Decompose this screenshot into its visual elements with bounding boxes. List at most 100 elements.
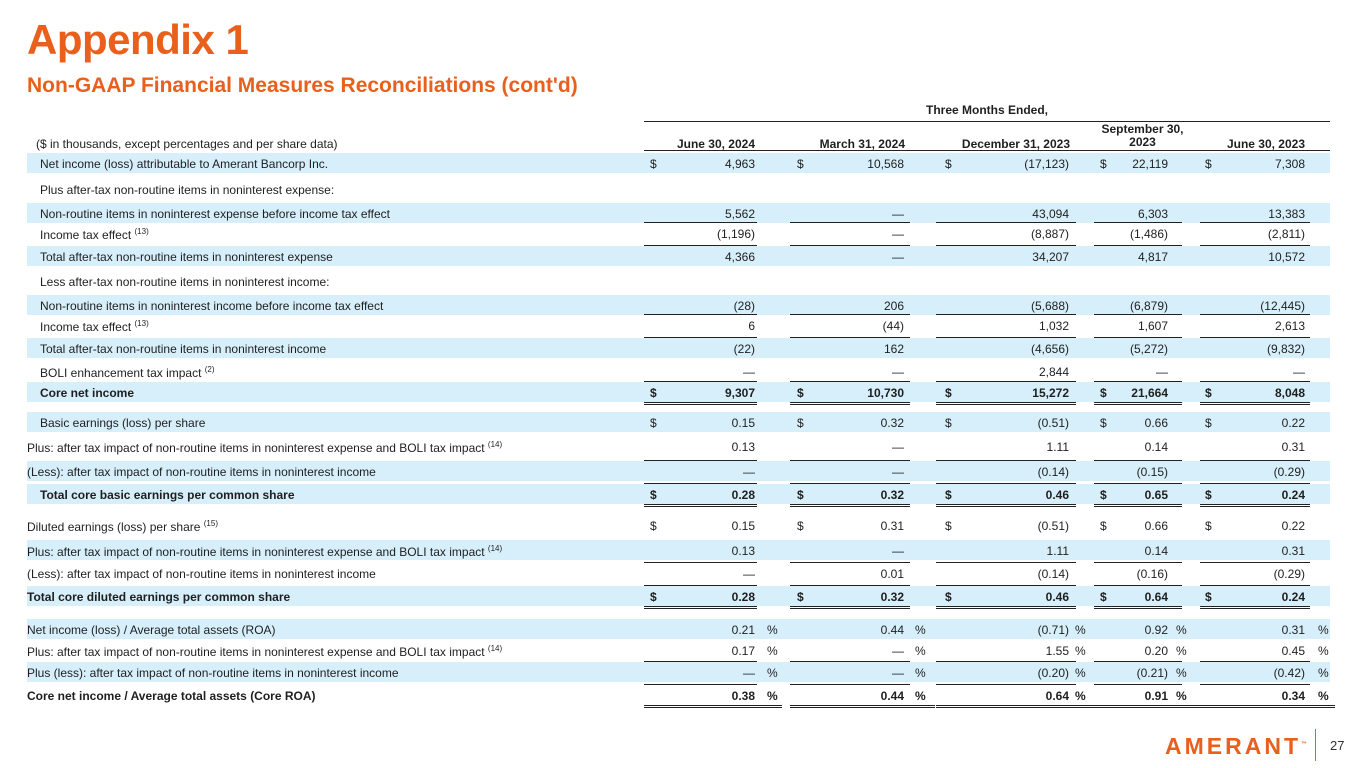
currency-symbol: $ — [1205, 416, 1212, 430]
value-cell: 0.22 — [1281, 416, 1305, 430]
currency-symbol: $ — [797, 488, 804, 502]
value-cell: 0.14 — [1144, 544, 1168, 558]
row-label: (Less): after tax impact of non-routine … — [27, 567, 376, 581]
table-row: Total core basic earnings per common sha… — [27, 484, 1330, 504]
currency-symbol: $ — [650, 590, 657, 604]
subtotal-rule — [790, 661, 910, 662]
value-cell: (1,486) — [1129, 227, 1168, 241]
value-cell: 0.32 — [880, 416, 904, 430]
value-cell: 0.31 — [880, 519, 904, 533]
value-cell: 15,272 — [1032, 386, 1069, 400]
subtotal-rule — [644, 585, 757, 586]
value-cell: (9,832) — [1266, 342, 1305, 356]
table-row: Diluted earnings (loss) per share (15) $0… — [27, 515, 1330, 535]
subtotal-rule — [1200, 337, 1310, 338]
currency-symbol: $ — [1205, 488, 1212, 502]
row-label-text: Core net income — [40, 386, 135, 400]
value-cell: (28) — [733, 299, 755, 313]
value-cell: (44) — [882, 319, 904, 333]
value-cell: — — [743, 567, 755, 581]
currency-symbol: $ — [797, 416, 804, 430]
value-cell: (22) — [733, 342, 755, 356]
row-label-text: Total core basic earnings per common sha… — [40, 488, 295, 502]
value-cell: 0.91 — [1144, 689, 1168, 703]
value-cell: (2,811) — [1267, 227, 1305, 241]
currency-symbol: $ — [650, 416, 657, 430]
total-double-rule — [790, 402, 910, 405]
subtotal-rule — [790, 337, 910, 338]
total-double-rule — [936, 606, 1076, 609]
currency-symbol: $ — [797, 590, 804, 604]
value-cell: (8,887) — [1030, 227, 1069, 241]
percent-symbol: % — [1318, 689, 1329, 703]
row-label-text: Total after-tax non-routine items in non… — [40, 250, 333, 264]
subtotal-rule — [936, 562, 1076, 563]
subtotal-rule — [790, 381, 910, 382]
value-cell: 0.66 — [1144, 519, 1168, 533]
percent-symbol: % — [915, 623, 926, 637]
row-label: Plus after-tax non-routine items in noni… — [40, 183, 334, 197]
value-cell: — — [743, 666, 755, 680]
subtotal-rule — [936, 460, 1076, 461]
page-subtitle: Non-GAAP Financial Measures Reconciliati… — [27, 74, 578, 97]
value-cell: (0.20) — [1037, 666, 1069, 680]
total-double-rule — [1200, 402, 1310, 405]
footnote-ref: (13) — [134, 319, 149, 328]
value-cell: (0.51) — [1037, 519, 1069, 533]
value-cell: 4,963 — [724, 157, 755, 171]
subtotal-rule — [1200, 222, 1310, 223]
percent-symbol: % — [1176, 644, 1187, 658]
value-cell: — — [892, 227, 904, 241]
subtotal-rule — [644, 381, 757, 382]
page-number: 27 — [1330, 738, 1345, 753]
value-cell: (0.29) — [1273, 465, 1305, 479]
row-label: Plus: after tax impact of non-routine it… — [27, 440, 502, 455]
currency-symbol: $ — [1205, 590, 1212, 604]
column-header-1: June 30, 2024 — [676, 137, 755, 151]
total-double-rule — [644, 705, 782, 708]
value-cell: 10,572 — [1268, 250, 1305, 264]
value-cell: 0.28 — [731, 488, 755, 502]
subtotal-rule — [1200, 483, 1310, 484]
amerant-logo: AMERANT™ — [1165, 733, 1307, 759]
column-header-2: March 31, 2024 — [819, 137, 905, 151]
table-row: Income tax effect (13) (1,196) — (8,887) (1,… — [27, 223, 1330, 243]
subtotal-rule — [1094, 562, 1182, 563]
table-row: Core net income / Average total assets (… — [27, 685, 1330, 705]
row-label-text: Plus: after tax impact of non-routine it… — [27, 441, 485, 455]
value-cell: 0.66 — [1144, 416, 1168, 430]
row-label: (Less): after tax impact of non-routine … — [27, 465, 376, 479]
currency-symbol: $ — [945, 416, 952, 430]
value-cell: 206 — [883, 299, 904, 313]
table-row: Basic earnings (loss) per share $0.15 $0.3… — [27, 412, 1330, 432]
currency-symbol: $ — [1100, 386, 1107, 400]
percent-symbol: % — [767, 644, 778, 658]
value-cell: 2,844 — [1038, 365, 1069, 379]
total-double-rule — [1094, 504, 1182, 507]
subtotal-rule — [1094, 337, 1182, 338]
percent-symbol: % — [1176, 666, 1187, 680]
value-cell: 1,607 — [1137, 319, 1168, 333]
value-cell: (0.71) — [1037, 623, 1069, 637]
value-cell: 0.13 — [731, 440, 755, 454]
value-cell: 4,817 — [1137, 250, 1168, 264]
value-cell: 0.46 — [1045, 488, 1069, 502]
total-double-rule — [1200, 504, 1310, 507]
currency-symbol: $ — [945, 488, 952, 502]
value-cell: — — [1156, 365, 1168, 379]
subtotal-rule — [936, 381, 1076, 382]
value-cell: 13,383 — [1268, 207, 1305, 221]
subtotal-rule — [644, 314, 757, 315]
currency-symbol: $ — [1205, 157, 1212, 171]
currency-symbol: $ — [1100, 590, 1107, 604]
value-cell: 0.38 — [731, 689, 755, 703]
percent-symbol: % — [1176, 689, 1187, 703]
value-cell: 0.45 — [1281, 644, 1305, 658]
currency-symbol: $ — [945, 386, 952, 400]
column-header-5: June 30, 2023 — [1226, 137, 1305, 151]
footnote-ref: (2) — [204, 365, 215, 374]
value-cell: 1.55 — [1045, 644, 1069, 658]
row-label: Diluted earnings (loss) per share (15) — [27, 519, 218, 534]
subtotal-rule — [936, 661, 1076, 662]
currency-symbol: $ — [1100, 416, 1107, 430]
